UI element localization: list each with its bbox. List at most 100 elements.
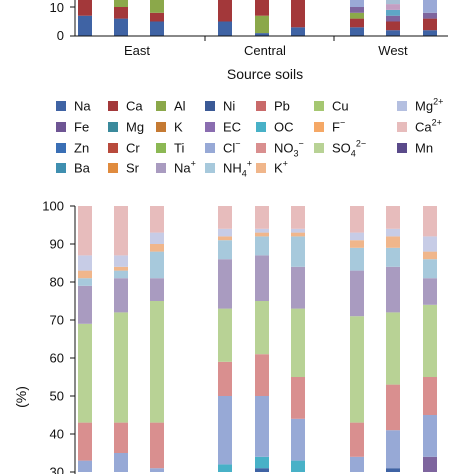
top-bar-4-segment-2 — [218, 0, 232, 22]
top-bar-2-segment-2 — [114, 7, 128, 19]
bottom-bar-6-segment-5 — [291, 266, 305, 309]
bottom-bars — [78, 206, 437, 472]
bottom-y-tick-label-80: 80 — [50, 275, 64, 290]
top-bar-8-segment-4 — [386, 9, 400, 16]
top-bar-5-segment-2 — [255, 15, 269, 34]
bottom-bar-9-segment-9 — [423, 206, 437, 237]
legend-label-8: Fe — [74, 120, 89, 135]
top-bar-7-segment-5 — [350, 0, 364, 7]
legend-label-3: Al — [174, 99, 186, 114]
top-bar-7-segment-2 — [350, 18, 364, 28]
bottom-bar-4-segment-2 — [218, 396, 232, 465]
legend-label-16: Cr — [126, 141, 140, 156]
legend-swatch-8 — [56, 122, 66, 132]
bottom-bar-9-segment-4 — [423, 304, 437, 377]
legend-swatch-23 — [108, 163, 118, 173]
legend-label-15: Zn — [74, 141, 89, 156]
bottom-bar-3-segment-8 — [150, 206, 164, 233]
top-bar-3-segment-2 — [150, 12, 164, 22]
bottom-bar-1-segment-8 — [78, 206, 92, 256]
bottom-y-tick-label-100: 100 — [42, 199, 64, 214]
bottom-bar-7-segment-8 — [350, 206, 364, 233]
bottom-bar-5-segment-10 — [255, 206, 269, 229]
bottom-bar-8-segment-8 — [386, 228, 400, 237]
legend-swatch-19 — [256, 143, 266, 153]
legend-label-23: Sr — [126, 161, 140, 176]
legend-swatch-1 — [56, 101, 66, 111]
legend-label-9: Mg — [126, 120, 144, 135]
bottom-y-tick-label-90: 90 — [50, 237, 64, 252]
legend-label-11: EC — [223, 120, 241, 135]
bottom-bar-3-segment-3 — [150, 301, 164, 423]
legend-swatch-24 — [156, 163, 166, 173]
legend-label-12: OC — [274, 120, 294, 135]
bottom-bar-7-segment-3 — [350, 316, 364, 423]
legend-swatch-25 — [205, 163, 215, 173]
bottom-bar-1-segment-7 — [78, 255, 92, 271]
top-bar-8-segment-2 — [386, 21, 400, 31]
legend-swatch-21 — [397, 143, 407, 153]
bottom-bar-6-segment-3 — [291, 377, 305, 419]
legend-swatch-10 — [156, 122, 166, 132]
bottom-bar-4-segment-4 — [218, 308, 232, 362]
legend-swatch-12 — [256, 122, 266, 132]
legend-label-22: Ba — [74, 161, 91, 176]
category-label-west: West — [378, 43, 408, 58]
bottom-bar-8-segment-4 — [386, 312, 400, 385]
legend-label-7: Mg2+ — [415, 97, 443, 114]
bottom-bar-3-segment-6 — [150, 244, 164, 252]
legend-swatch-20 — [314, 143, 324, 153]
bottom-bar-2-segment-2 — [114, 422, 128, 453]
bottom-bar-1-segment-5 — [78, 278, 92, 286]
legend-label-4: Ni — [223, 99, 235, 114]
top-bar-9-segment-1 — [423, 30, 437, 36]
bottom-bar-2-segment-1 — [114, 453, 128, 472]
top-bar-8-segment-6 — [386, 0, 400, 5]
top-bar-2-segment-1 — [114, 18, 128, 36]
bottom-bar-4-segment-1 — [218, 464, 232, 472]
bottom-bar-5-segment-5 — [255, 301, 269, 355]
bottom-bar-1-segment-2 — [78, 422, 92, 461]
legend-swatch-22 — [56, 163, 66, 173]
bottom-y-tick-label-60: 60 — [50, 351, 64, 366]
bottom-bar-2-segment-7 — [114, 255, 128, 267]
legend-label-5: Pb — [274, 99, 290, 114]
legend-label-1: Na — [74, 99, 91, 114]
bottom-bar-5-segment-3 — [255, 396, 269, 457]
legend-swatch-16 — [108, 143, 118, 153]
bottom-bar-9-segment-8 — [423, 236, 437, 252]
top-bar-9-segment-3 — [423, 12, 437, 19]
category-label-central: Central — [244, 43, 286, 58]
legend-swatch-11 — [205, 122, 215, 132]
bottom-bar-3-segment-2 — [150, 422, 164, 469]
legend-swatch-4 — [205, 101, 215, 111]
legend-label-24: Na+ — [174, 159, 196, 176]
bottom-bar-8-segment-9 — [386, 206, 400, 229]
legend-label-19: NO3− — [274, 139, 304, 159]
legend-swatch-14 — [397, 122, 407, 132]
bottom-bar-2-segment-3 — [114, 312, 128, 423]
legend-label-25: NH4+ — [223, 159, 252, 179]
bottom-bar-6-segment-6 — [291, 236, 305, 267]
legend-label-14: Ca2+ — [415, 118, 442, 135]
legend-label-21: Mn — [415, 141, 433, 156]
top-bar-4-segment-1 — [218, 21, 232, 36]
bottom-bar-7-segment-6 — [350, 240, 364, 248]
bottom-bar-4-segment-8 — [218, 228, 232, 237]
bottom-bar-6-segment-9 — [291, 206, 305, 229]
bottom-bar-7-segment-1 — [350, 456, 364, 472]
bottom-bar-8-segment-5 — [386, 266, 400, 313]
top-bar-3-segment-3 — [150, 0, 164, 13]
legend-swatch-3 — [156, 101, 166, 111]
bottom-bar-9-segment-3 — [423, 377, 437, 415]
bottom-bar-5-segment-9 — [255, 228, 269, 233]
legend: Na Ca Al Ni Pb Cu Mg2+ Fe Mg K EC OC F− Ca2+ Zn Cr Ti Cl−… — [56, 97, 443, 179]
bottom-y-tick-label-70: 70 — [50, 313, 64, 328]
bottom-y-tick-label-40: 40 — [50, 427, 64, 442]
top-bar-9-segment-4 — [423, 0, 437, 13]
bottom-bar-1-segment-4 — [78, 285, 92, 324]
bottom-bar-4-segment-9 — [218, 206, 232, 229]
top-bars — [78, 0, 437, 36]
bottom-bar-7-segment-2 — [350, 422, 364, 457]
